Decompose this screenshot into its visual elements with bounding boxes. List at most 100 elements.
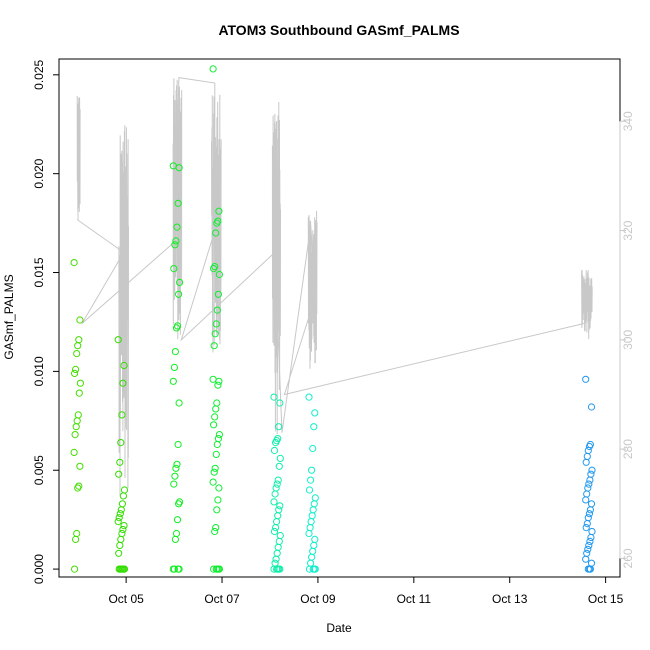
- y-axis-label: GASmf_PALMS: [2, 274, 16, 359]
- data-point: [587, 559, 596, 567]
- data-point: [585, 480, 593, 488]
- data-point: [587, 533, 595, 542]
- data-point: [74, 342, 82, 350]
- scatter-points: [70, 65, 596, 573]
- data-point: [76, 316, 84, 324]
- data-point: [119, 525, 127, 534]
- data-point: [114, 336, 122, 344]
- data-point: [307, 518, 315, 526]
- data-point: [170, 480, 178, 488]
- data-point: [272, 555, 280, 563]
- data-point: [213, 306, 221, 314]
- data-point: [272, 439, 280, 447]
- data-point: [120, 522, 128, 530]
- data-point: [116, 458, 124, 466]
- data-point: [588, 466, 596, 474]
- data-point: [172, 324, 181, 332]
- data-point: [308, 512, 316, 520]
- data-point: [270, 498, 278, 506]
- data-point: [73, 350, 81, 358]
- data-point: [212, 405, 220, 413]
- y-tick-label: 0.020: [32, 158, 46, 188]
- y-tick-label: 0.000: [32, 554, 46, 584]
- data-point: [305, 486, 314, 494]
- data-point: [175, 500, 183, 508]
- data-point: [173, 223, 181, 231]
- data-point: [275, 506, 283, 514]
- data-point: [74, 411, 82, 419]
- y2-tick-label: 300: [621, 330, 635, 350]
- data-point: [276, 531, 284, 540]
- plot-frame: [58, 58, 621, 578]
- data-point: [70, 448, 78, 456]
- data-point: [211, 527, 219, 536]
- data-point: [70, 259, 78, 267]
- data-point: [270, 446, 279, 455]
- data-point: [273, 480, 281, 488]
- y-tick-label: 0.010: [32, 356, 46, 386]
- data-point: [307, 559, 315, 567]
- data-point: [587, 470, 595, 478]
- data-point: [273, 565, 281, 573]
- data-point: [272, 524, 280, 532]
- x-tick-label: Oct 13: [492, 592, 528, 606]
- data-point: [116, 541, 124, 550]
- data-point: [586, 537, 594, 546]
- data-point: [582, 458, 590, 466]
- x-axis-label: Date: [326, 621, 352, 635]
- data-point: [586, 506, 595, 514]
- data-point: [171, 348, 179, 356]
- y2-tick-label: 280: [621, 439, 635, 459]
- data-point: [115, 470, 123, 478]
- data-point: [174, 199, 182, 207]
- data-point: [211, 413, 219, 421]
- data-point: [115, 565, 123, 573]
- data-point: [585, 541, 593, 550]
- data-point: [583, 549, 591, 557]
- data-point: [311, 535, 319, 544]
- data-point: [115, 549, 123, 557]
- data-point: [582, 524, 590, 532]
- data-point: [310, 423, 318, 431]
- data-point: [72, 535, 80, 544]
- data-point: [117, 439, 125, 447]
- data-point: [587, 403, 596, 411]
- data-point: [171, 472, 179, 480]
- y2-tick-label: 260: [621, 548, 635, 568]
- data-point: [215, 484, 223, 492]
- chart-title: ATOM3 Southbound GASmf_PALMS: [218, 22, 459, 38]
- data-point: [75, 336, 83, 344]
- x-tick-label: Oct 11: [397, 592, 432, 606]
- data-point: [270, 393, 278, 401]
- data-point: [270, 527, 279, 536]
- data-point: [76, 462, 84, 470]
- data-point: [171, 241, 179, 249]
- data-point: [215, 377, 223, 385]
- data-point: [309, 444, 317, 453]
- data-point: [274, 476, 282, 484]
- data-point: [586, 476, 594, 484]
- secondary-flight-trace: [307, 210, 318, 369]
- data-point: [584, 484, 592, 492]
- secondary-series: [76, 77, 593, 497]
- data-point: [171, 535, 179, 544]
- y-axis: 0.000 0.005 0.010 0.015 0.020 0.025: [32, 59, 60, 584]
- data-point: [213, 440, 221, 449]
- data-point: [214, 435, 222, 443]
- data-point: [172, 529, 181, 538]
- data-point: [307, 476, 315, 484]
- data-point: [309, 565, 317, 573]
- y-tick-label: 0.005: [32, 455, 46, 485]
- data-point: [585, 442, 594, 451]
- data-point: [214, 290, 222, 298]
- data-point: [276, 454, 284, 462]
- data-point: [172, 464, 180, 472]
- data-point: [211, 330, 219, 338]
- data-point: [583, 490, 591, 498]
- data-point: [209, 375, 217, 383]
- data-point: [76, 379, 85, 387]
- secondary-flight-trace: [76, 95, 81, 220]
- data-point: [120, 486, 129, 494]
- data-point: [71, 431, 79, 439]
- data-point: [212, 229, 220, 237]
